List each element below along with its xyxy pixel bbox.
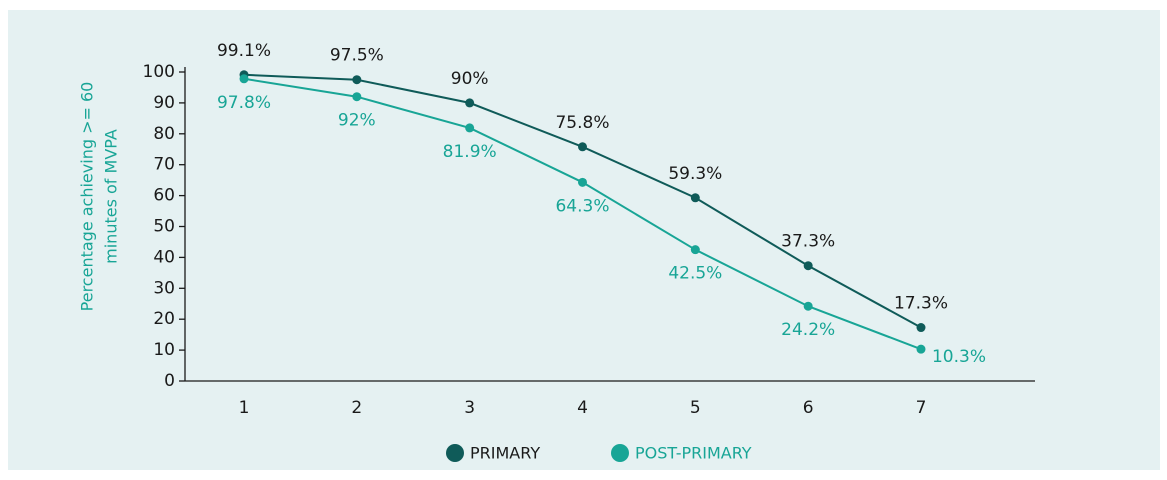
data-point xyxy=(803,261,813,271)
data-label: 37.3% xyxy=(781,232,835,252)
y-tick-label: 90 xyxy=(153,93,175,113)
data-point xyxy=(465,98,475,108)
data-label: 17.3% xyxy=(894,294,948,314)
x-tick-label: 7 xyxy=(916,398,927,418)
data-point xyxy=(465,123,475,133)
legend-swatch xyxy=(446,444,464,462)
panel xyxy=(8,10,1160,470)
y-tick-label: 100 xyxy=(143,62,175,82)
x-tick-label: 1 xyxy=(239,398,250,418)
x-tick-label: 2 xyxy=(351,398,362,418)
data-point xyxy=(578,142,587,152)
y-tick-label: 40 xyxy=(153,247,175,267)
data-point xyxy=(352,75,362,85)
x-tick-label: 4 xyxy=(577,398,588,418)
data-point xyxy=(690,245,700,255)
x-tick-label: 3 xyxy=(464,398,475,418)
legend-label: PRIMARY xyxy=(470,444,540,463)
data-point xyxy=(916,344,926,354)
data-point xyxy=(352,92,362,102)
data-point xyxy=(690,193,700,203)
y-tick-label: 70 xyxy=(153,155,175,175)
y-tick-label: 60 xyxy=(153,186,175,206)
y-tick-label: 30 xyxy=(153,278,175,298)
data-label: 97.8% xyxy=(217,93,271,113)
y-tick-label: 10 xyxy=(153,340,175,360)
data-label: 64.3% xyxy=(555,196,609,216)
y-tick-label: 0 xyxy=(164,371,175,391)
y-tick-label: 50 xyxy=(153,217,175,237)
data-label: 99.1% xyxy=(217,41,271,61)
y-axis-label: minutes of MVPA xyxy=(102,129,121,264)
y-tick-label: 80 xyxy=(153,124,175,144)
data-point xyxy=(578,177,587,187)
y-tick-label: 20 xyxy=(153,309,175,329)
data-label: 10.3% xyxy=(932,347,986,367)
data-label: 81.9% xyxy=(443,142,497,162)
data-label: 24.2% xyxy=(781,320,835,340)
data-label: 92% xyxy=(338,111,376,131)
data-label: 97.5% xyxy=(330,46,384,66)
data-point xyxy=(803,301,813,311)
y-axis-label: Percentage achieving >= 60 xyxy=(78,82,97,312)
legend-label: POST-PRIMARY xyxy=(635,444,752,463)
data-point xyxy=(916,323,926,333)
legend-swatch xyxy=(611,444,629,462)
data-point xyxy=(239,74,249,84)
data-label: 59.3% xyxy=(668,164,722,184)
data-label: 90% xyxy=(451,69,489,89)
x-tick-label: 5 xyxy=(690,398,701,418)
data-label: 42.5% xyxy=(668,264,722,284)
data-label: 75.8% xyxy=(555,113,609,133)
x-tick-label: 6 xyxy=(803,398,814,418)
